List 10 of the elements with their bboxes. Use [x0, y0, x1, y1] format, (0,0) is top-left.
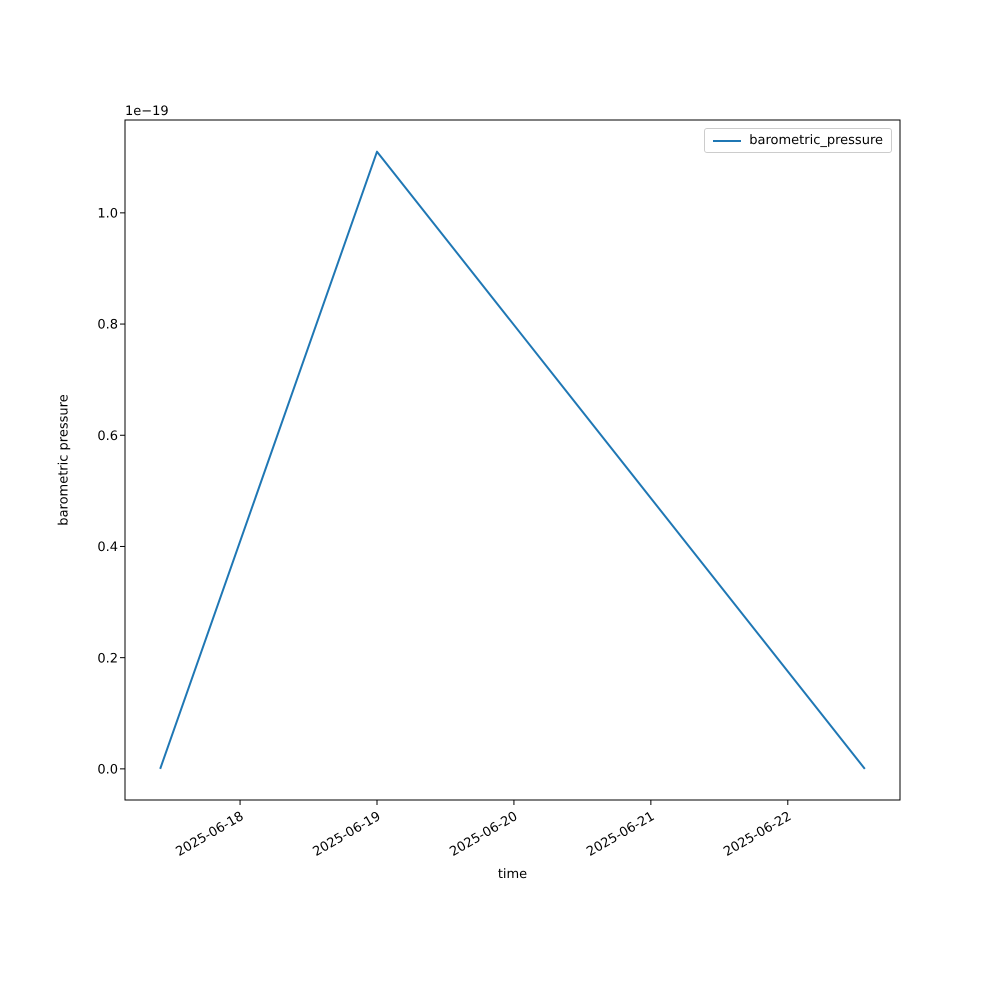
y-tick-label: 0.0	[97, 762, 118, 778]
y-axis-title: barometric pressure	[56, 394, 72, 526]
y-tick-label: 1.0	[97, 206, 118, 222]
y-tick-label: 0.6	[97, 428, 118, 444]
y-tick-label: 0.2	[97, 651, 118, 666]
legend-label: barometric_pressure	[749, 133, 883, 148]
text: 1e−19	[125, 104, 169, 119]
y-tick-label: 0.8	[97, 318, 118, 333]
x-axis-title: time	[498, 867, 528, 882]
y-tick-label: 0.4	[97, 540, 118, 556]
